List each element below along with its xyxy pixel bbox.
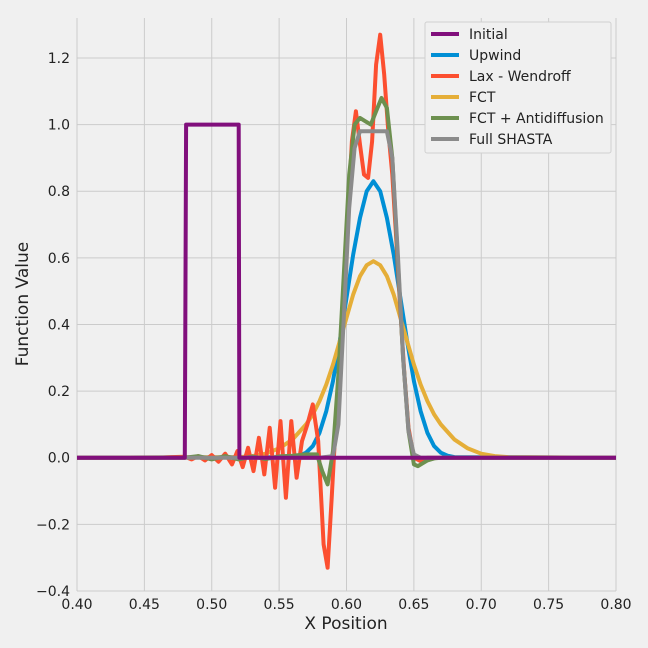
y-tick-label: 1.2	[48, 51, 70, 67]
x-tick-label: 0.50	[196, 597, 227, 613]
y-tick-label: −0.2	[36, 517, 70, 533]
y-tick-label: −0.4	[36, 584, 70, 600]
y-tick-label: 0.4	[48, 317, 70, 333]
legend-label: Full SHASTA	[469, 132, 553, 148]
x-tick-label: 0.45	[129, 597, 160, 613]
legend-box	[424, 21, 612, 154]
x-tick-label: 0.65	[398, 597, 429, 613]
series-lines	[76, 32, 617, 570]
x-axis-label: X Position	[304, 614, 387, 634]
series-line-fct	[76, 259, 617, 460]
x-tick-label: 0.40	[61, 597, 92, 613]
x-tick-label: 0.75	[533, 597, 564, 613]
series-line-full-shasta	[77, 129, 616, 460]
y-axis-ticks: −0.4 −0.2 0.0 0.2 0.4 0.6 0.8 1.0 1.2	[36, 51, 70, 600]
y-tick-label: 0.0	[48, 451, 70, 467]
y-axis-label: Function Value	[13, 242, 33, 366]
series-line-initial	[77, 122, 616, 460]
y-tick-label: 0.8	[48, 184, 70, 200]
legend-label: Lax - Wendroff	[469, 69, 571, 85]
legend-label: Initial	[469, 27, 508, 43]
y-tick-label: 1.0	[48, 118, 70, 134]
x-tick-label: 0.80	[600, 597, 631, 613]
x-tick-label: 0.70	[466, 597, 497, 613]
y-tick-label: 0.6	[48, 251, 70, 267]
x-tick-label: 0.60	[331, 597, 362, 613]
legend: Initial Upwind Lax - Wendroff FCT FCT + Anti…	[424, 21, 612, 154]
x-axis-ticks: 0.40 0.45 0.50 0.55 0.60 0.65 0.70 0.75 0.80	[61, 597, 631, 613]
legend-label: FCT + Antidiffusion	[469, 111, 604, 127]
y-tick-label: 0.2	[48, 384, 70, 400]
series-line-upwind	[76, 179, 617, 460]
legend-label: Upwind	[469, 48, 521, 64]
legend-label: FCT	[469, 90, 496, 106]
x-tick-label: 0.55	[264, 597, 295, 613]
